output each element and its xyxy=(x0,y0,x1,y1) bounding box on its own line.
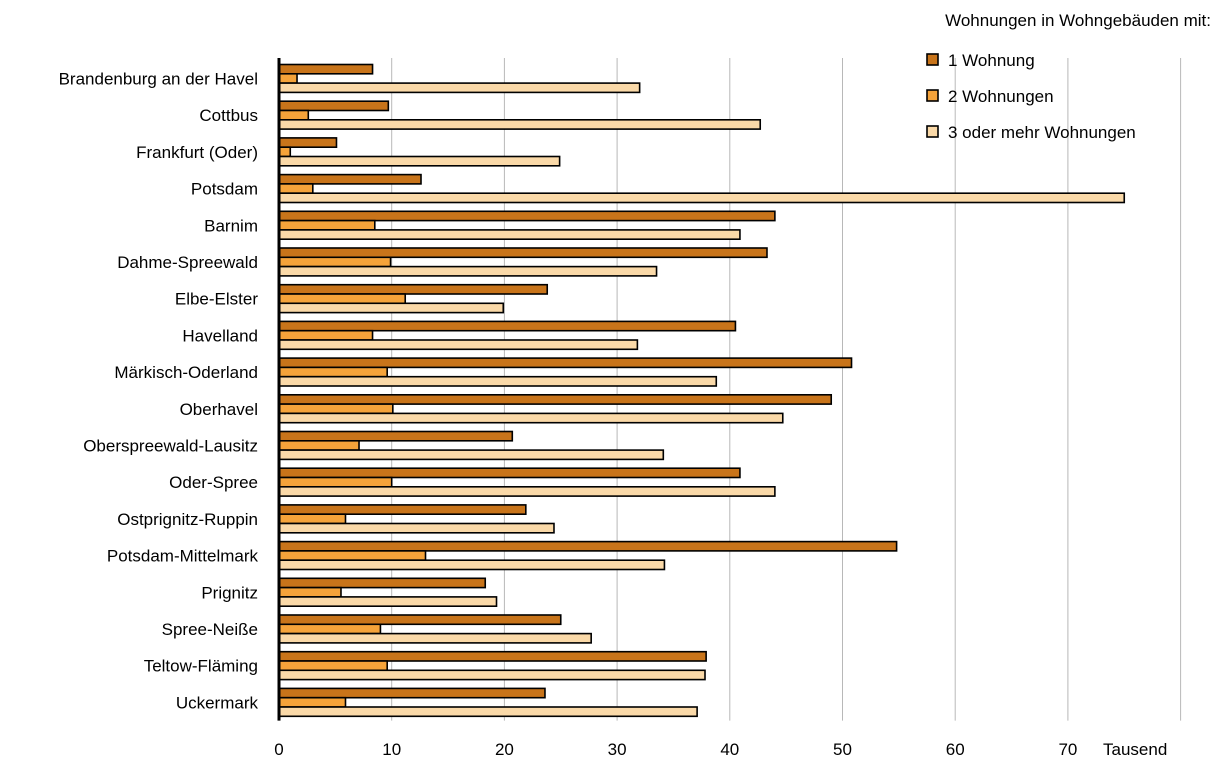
gridlines xyxy=(391,58,1182,721)
bar-1 xyxy=(278,137,338,148)
bar-1 xyxy=(278,100,390,112)
bar-3 xyxy=(278,302,505,314)
x-tick-label: 50 xyxy=(833,740,852,759)
category-labels: Brandenburg an der Havel Cottbus Frankfurt… xyxy=(59,69,259,712)
category-label: Barnim xyxy=(204,216,258,235)
bar-2 xyxy=(278,293,407,305)
bar-2 xyxy=(278,550,427,562)
bar-3 xyxy=(278,229,741,240)
x-tick-label: 60 xyxy=(946,740,965,759)
bar-3 xyxy=(278,596,498,608)
x-tick-label: 20 xyxy=(495,740,514,759)
category-label: Oder-Spree xyxy=(169,473,258,492)
legend-label: 1 Wohnung xyxy=(948,51,1035,70)
bar-2 xyxy=(278,256,392,268)
bar-1 xyxy=(278,247,768,259)
bar-3 xyxy=(278,82,641,94)
bar-1 xyxy=(278,283,549,295)
x-axis-tick-labels: 0 10 20 30 40 50 60 70 xyxy=(274,740,1077,759)
bar-3 xyxy=(278,669,706,681)
bar-1 xyxy=(278,357,853,369)
legend-swatch xyxy=(926,53,939,66)
bar-1 xyxy=(278,467,741,479)
bar-3 xyxy=(278,339,639,351)
bar-3 xyxy=(278,449,665,461)
x-tick-label: 30 xyxy=(608,740,627,759)
bar-2 xyxy=(278,403,394,415)
x-tick-label: 40 xyxy=(720,740,739,759)
bar-3 xyxy=(278,559,666,571)
legend: Wohnungen in Wohngebäuden mit: 1 Wohnung… xyxy=(926,11,1211,142)
category-label: Potsdam-Mittelmark xyxy=(107,547,259,566)
x-axis-unit-label: Tausend xyxy=(1103,740,1167,759)
legend-swatch xyxy=(926,89,939,102)
category-label: Brandenburg an der Havel xyxy=(59,69,258,88)
x-tick-label: 70 xyxy=(1058,740,1077,759)
legend-title: Wohnungen in Wohngebäuden mit: xyxy=(945,11,1211,30)
bar-1 xyxy=(278,430,514,442)
bar-1 xyxy=(278,210,776,222)
bar-1 xyxy=(278,650,707,662)
bar-2 xyxy=(278,513,347,525)
bars xyxy=(278,63,1126,718)
bar-2 xyxy=(278,183,314,194)
category-label: Cottbus xyxy=(199,106,258,125)
category-label: Spree-Neiße xyxy=(162,620,258,639)
category-label: Oberhavel xyxy=(180,400,258,419)
bar-3 xyxy=(278,522,555,534)
category-label: Prignitz xyxy=(201,583,258,602)
bar-1 xyxy=(278,540,898,552)
category-label: Elbe-Elster xyxy=(175,290,258,309)
bar-2 xyxy=(278,623,382,635)
bar-3 xyxy=(278,485,776,497)
bar-1 xyxy=(278,393,833,405)
bar-2 xyxy=(278,219,376,231)
category-label: Uckermark xyxy=(176,693,259,712)
bar-1 xyxy=(278,577,487,589)
bar-3 xyxy=(278,706,698,718)
legend-items: 1 Wohnung 2 Wohnungen 3 oder mehr Wohnunge… xyxy=(926,51,1136,142)
bar-2 xyxy=(278,660,388,672)
bar-2 xyxy=(278,696,347,708)
bar-2 xyxy=(278,109,310,121)
category-label: Havelland xyxy=(182,326,258,345)
legend-swatch xyxy=(926,125,939,138)
legend-label: 2 Wohnungen xyxy=(948,87,1054,106)
category-label: Ostprignitz-Ruppin xyxy=(117,510,258,529)
bar-3 xyxy=(278,119,762,130)
bar-1 xyxy=(278,504,527,515)
category-label: Märkisch-Oderland xyxy=(114,363,258,382)
category-label: Teltow-Fläming xyxy=(144,657,258,676)
bar-3 xyxy=(278,265,658,277)
bar-2 xyxy=(278,73,298,84)
category-label: Oberspreewald-Lausitz xyxy=(83,436,258,455)
x-tick-label: 0 xyxy=(274,740,283,759)
bar-2 xyxy=(278,476,393,488)
bar-2 xyxy=(278,329,374,341)
bar-2 xyxy=(278,366,388,378)
bar-3 xyxy=(278,155,561,167)
bar-2 xyxy=(278,586,342,598)
bar-1 xyxy=(278,614,562,626)
bar-2 xyxy=(278,146,292,158)
bar-3 xyxy=(278,192,1126,204)
bar-3 xyxy=(278,412,784,424)
bar-3 xyxy=(278,375,718,387)
bar-1 xyxy=(278,320,737,332)
category-label: Frankfurt (Oder) xyxy=(136,143,258,162)
bar-3 xyxy=(278,632,592,644)
bar-1 xyxy=(278,63,374,75)
category-label: Dahme-Spreewald xyxy=(117,253,258,272)
bar-1 xyxy=(278,173,422,185)
bar-1 xyxy=(278,687,546,699)
bar-2 xyxy=(278,439,360,451)
x-tick-label: 10 xyxy=(382,740,401,759)
category-label: Potsdam xyxy=(191,180,258,199)
legend-label: 3 oder mehr Wohnungen xyxy=(948,123,1136,142)
